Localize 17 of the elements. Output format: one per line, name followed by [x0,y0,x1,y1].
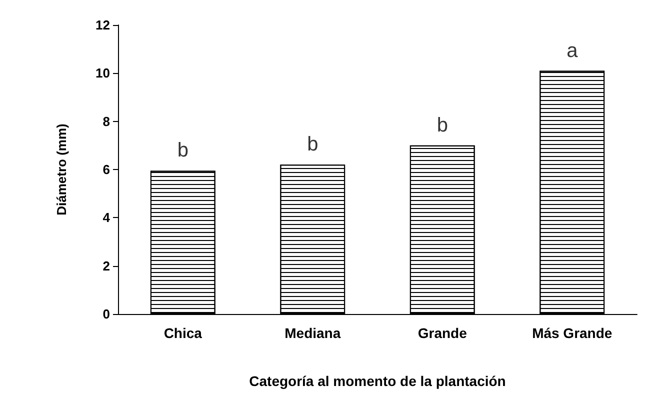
y-tick-label: 4 [102,210,111,226]
y-tick-label: 0 [102,306,110,322]
annotation: a [566,40,579,62]
x-tick-label: Mediana [284,325,341,341]
annotation: b [177,140,188,162]
y-tick-label: 6 [102,162,110,177]
x-tick-label: Más Grande [532,325,612,341]
y-tick-label: 8 [102,114,110,129]
x-axis-title: Categoría al momento de la plantación [249,373,506,389]
x-tick-label: Chica [164,325,202,341]
x-tick-label: Grande [418,325,468,341]
y-axis-title: Diámetro (mm) [54,124,69,216]
y-tick-label: 12 [96,18,110,32]
y-tick-label: 10 [96,66,110,81]
annotation: b [307,134,318,156]
y-tick-label: 2 [102,258,110,274]
annotation: b [436,114,448,136]
